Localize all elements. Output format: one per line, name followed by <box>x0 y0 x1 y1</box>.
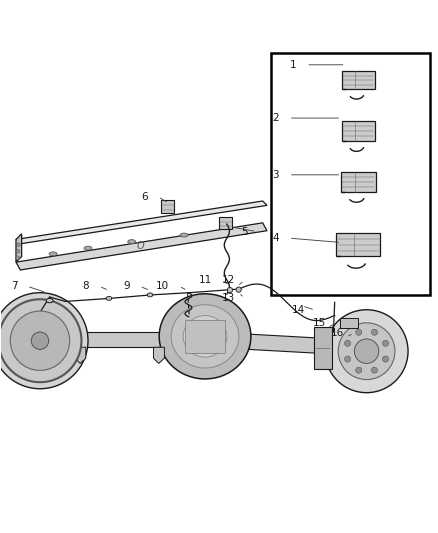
Polygon shape <box>16 234 21 262</box>
Bar <box>271 53 430 295</box>
Circle shape <box>325 310 408 393</box>
Circle shape <box>382 356 389 362</box>
Polygon shape <box>16 201 267 244</box>
Polygon shape <box>153 348 164 364</box>
Text: 2: 2 <box>272 113 279 123</box>
Text: 3: 3 <box>272 170 279 180</box>
Circle shape <box>236 287 241 292</box>
Text: 9: 9 <box>124 281 130 291</box>
Circle shape <box>371 367 378 373</box>
Circle shape <box>354 339 379 364</box>
Text: 7: 7 <box>11 281 17 291</box>
Ellipse shape <box>147 293 153 297</box>
Ellipse shape <box>180 233 188 237</box>
Circle shape <box>345 340 351 346</box>
Circle shape <box>31 332 49 350</box>
Bar <box>336 233 380 256</box>
Ellipse shape <box>49 252 57 256</box>
Text: 12: 12 <box>222 276 235 286</box>
Circle shape <box>345 356 351 362</box>
Polygon shape <box>38 332 166 348</box>
Text: 5: 5 <box>241 227 247 237</box>
Bar <box>185 320 225 353</box>
Circle shape <box>0 299 81 382</box>
Circle shape <box>16 249 20 253</box>
Ellipse shape <box>171 305 239 368</box>
Circle shape <box>356 367 362 373</box>
Ellipse shape <box>159 294 251 379</box>
Text: O: O <box>137 241 144 251</box>
Text: 11: 11 <box>198 276 212 286</box>
Circle shape <box>356 329 362 335</box>
Polygon shape <box>314 327 332 369</box>
Circle shape <box>11 311 70 370</box>
Circle shape <box>338 323 395 379</box>
Text: 6: 6 <box>141 192 148 201</box>
Polygon shape <box>16 223 267 270</box>
Ellipse shape <box>106 296 112 300</box>
Ellipse shape <box>84 246 92 250</box>
Circle shape <box>0 293 88 389</box>
Bar <box>340 318 358 328</box>
Bar <box>342 71 374 90</box>
Text: 15: 15 <box>313 318 326 328</box>
Ellipse shape <box>128 240 136 244</box>
Text: 1: 1 <box>290 60 297 70</box>
Bar <box>341 172 376 192</box>
Circle shape <box>227 287 233 293</box>
Ellipse shape <box>183 316 227 357</box>
Circle shape <box>382 340 389 346</box>
Bar <box>342 121 374 141</box>
Circle shape <box>371 329 378 335</box>
Polygon shape <box>250 334 367 356</box>
Text: 4: 4 <box>272 233 279 243</box>
Text: 13: 13 <box>222 293 235 303</box>
Polygon shape <box>75 348 86 364</box>
Text: 14: 14 <box>292 305 305 315</box>
Circle shape <box>16 256 19 260</box>
Ellipse shape <box>46 298 53 303</box>
Text: 16: 16 <box>331 328 344 338</box>
Text: 8: 8 <box>83 281 89 291</box>
Bar <box>161 200 174 213</box>
Circle shape <box>17 243 20 246</box>
Text: 10: 10 <box>156 281 169 291</box>
Bar <box>219 217 232 229</box>
